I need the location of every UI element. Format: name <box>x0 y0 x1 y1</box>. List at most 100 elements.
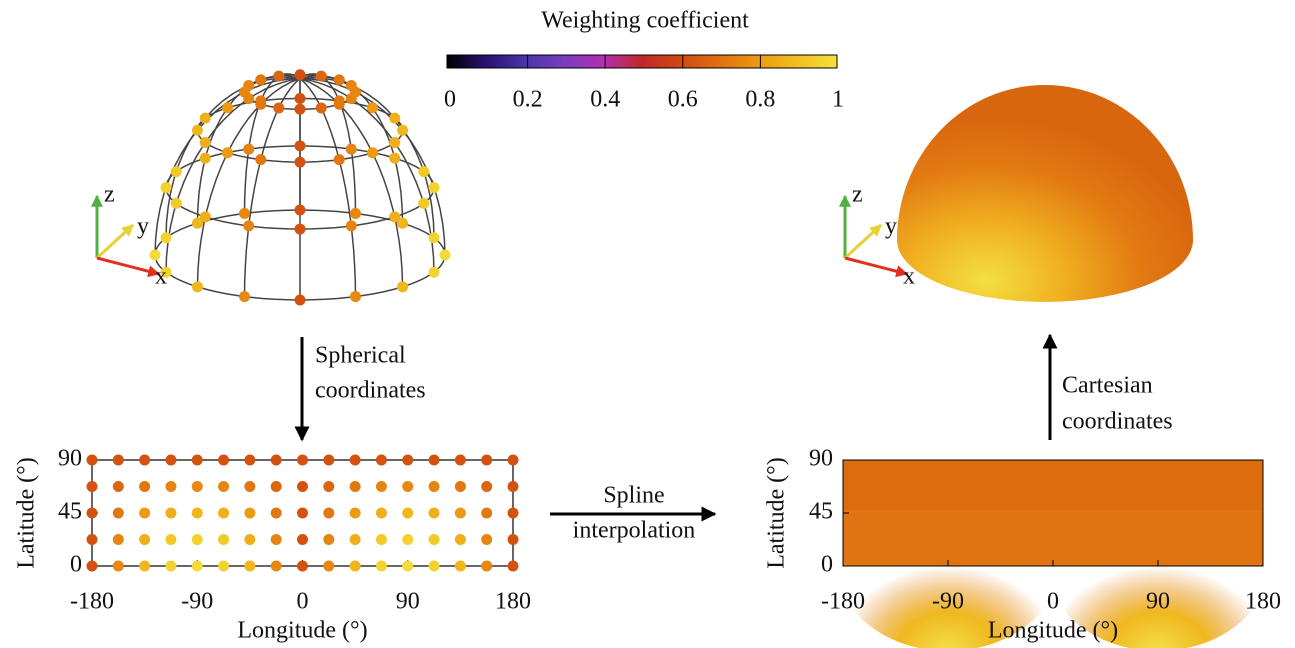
sample-point <box>165 507 177 519</box>
colorbar-title: Weighting coefficient <box>541 8 749 34</box>
sample-point <box>294 294 306 306</box>
sample-point <box>191 534 203 545</box>
sample-point <box>345 220 357 232</box>
sample-point <box>297 534 308 545</box>
sample-point <box>454 481 466 492</box>
sample-point <box>294 223 306 235</box>
sample-point <box>112 534 124 545</box>
sample-point <box>270 481 282 492</box>
x-tick-label: -180 <box>70 589 114 615</box>
sample-point <box>239 207 251 219</box>
sample-point <box>323 534 335 545</box>
sample-point <box>255 74 267 86</box>
sample-point <box>454 560 466 572</box>
sample-point <box>349 507 361 519</box>
sample-point <box>239 291 251 303</box>
sample-point <box>418 166 430 178</box>
arrow-label: Spline <box>603 483 664 509</box>
sample-point <box>297 507 308 519</box>
sample-point <box>165 534 177 545</box>
sample-point <box>112 454 124 466</box>
sample-point <box>170 166 182 178</box>
sample-point <box>333 74 345 86</box>
sample-point <box>218 507 230 519</box>
sample-point <box>389 112 401 124</box>
sample-point <box>139 560 151 572</box>
sample-point <box>270 560 282 572</box>
sample-point <box>345 79 357 91</box>
arrow-label: Spherical <box>315 343 406 369</box>
arrow-label: coordinates <box>1062 409 1173 435</box>
sample-point <box>112 481 124 492</box>
sample-point <box>273 70 285 82</box>
x-tick-label: 180 <box>1245 589 1281 615</box>
sample-point <box>218 560 230 572</box>
y-tick-label: 0 <box>821 552 833 578</box>
sample-point <box>273 102 285 114</box>
sample-point <box>389 152 401 164</box>
sample-point <box>270 454 282 466</box>
sample-point <box>243 93 255 105</box>
arrow-label: interpolation <box>573 518 696 544</box>
sample-point <box>402 454 414 466</box>
sample-point <box>86 534 98 545</box>
sample-point <box>191 281 203 293</box>
sample-point <box>165 454 177 466</box>
axis-label: y <box>885 214 897 240</box>
colorbar <box>446 54 838 69</box>
sample-point <box>349 291 361 303</box>
sample-point <box>481 560 493 572</box>
sample-point <box>315 70 327 82</box>
sample-point <box>165 560 177 572</box>
arrow-label: coordinates <box>315 378 426 404</box>
sample-point <box>297 481 308 492</box>
sample-point <box>367 102 378 114</box>
sample-point <box>454 507 466 519</box>
wire-meridian <box>299 78 357 297</box>
sample-point <box>428 560 440 572</box>
x-tick-label: 90 <box>396 589 420 615</box>
sample-point <box>170 197 182 209</box>
sample-point <box>454 454 466 466</box>
sample-point <box>139 454 151 466</box>
sample-point <box>507 560 519 572</box>
sample-point <box>222 102 233 114</box>
sample-point <box>218 454 230 466</box>
sample-point <box>439 249 451 261</box>
x-tick-label: -90 <box>932 589 964 615</box>
sample-point <box>218 534 230 545</box>
sample-point <box>112 507 124 519</box>
sample-point <box>191 507 203 519</box>
sample-point <box>323 507 335 519</box>
sample-point <box>428 266 440 278</box>
wire-meridian <box>243 78 301 297</box>
sample-point <box>349 207 361 219</box>
sample-point <box>375 534 387 545</box>
colorbar-tick-label: 0.4 <box>590 87 620 113</box>
x-tick-label: -180 <box>821 589 865 615</box>
sample-point <box>191 481 203 492</box>
sample-point <box>481 481 493 492</box>
sample-point <box>454 534 466 545</box>
x-tick-label: -90 <box>181 589 213 615</box>
sample-point <box>191 454 203 466</box>
sample-point <box>191 217 203 229</box>
sample-point <box>375 454 387 466</box>
sample-point <box>481 507 493 519</box>
sample-point <box>481 454 493 466</box>
sample-point <box>199 211 211 223</box>
y-tick-label: 45 <box>58 499 82 525</box>
sample-point <box>244 534 256 545</box>
sample-point <box>160 266 172 278</box>
sample-point <box>349 534 361 545</box>
sample-point <box>244 560 256 572</box>
axis-label: z <box>104 182 115 208</box>
y-tick-label: 0 <box>70 552 82 578</box>
sample-point <box>402 507 414 519</box>
sample-point <box>270 507 282 519</box>
sample-point <box>222 147 233 159</box>
x-tick-label: 0 <box>297 589 309 615</box>
axis-y <box>95 223 135 260</box>
y-axis-label: Latitude (°) <box>14 457 40 569</box>
sample-point <box>160 232 172 244</box>
